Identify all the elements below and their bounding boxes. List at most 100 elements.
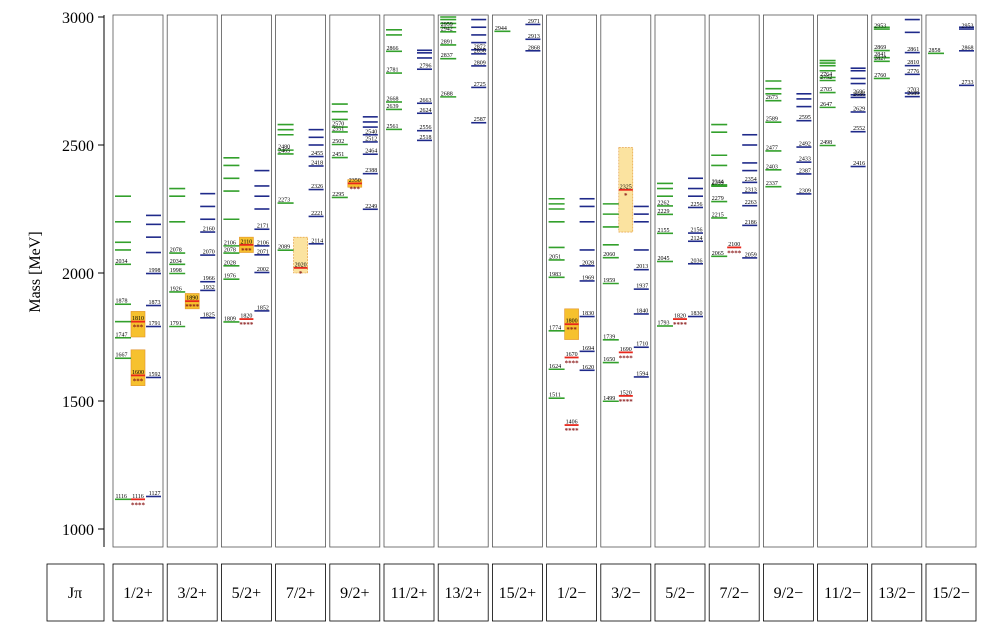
mass-label: 2891 (441, 39, 453, 45)
mass-label: 1592 (149, 372, 161, 378)
mass-label: 2418 (311, 160, 323, 166)
mass-label: 1800 (566, 319, 578, 325)
jpi-header-row: Jπ 1/2+ 3/2+ 5/2+ 7/2+ 9/2+ 11/2+ 13/2+ 15/2+ 1/2… (46, 563, 977, 622)
jpi-cell (220, 563, 272, 622)
jpi-cell (925, 563, 977, 622)
mass-label: 2668 (387, 96, 399, 102)
mass-label: 2002 (257, 267, 269, 273)
mass-label: 1499 (603, 396, 615, 402)
jpi-cell (546, 563, 597, 622)
exp-rating: **** (131, 501, 146, 509)
column-panel (654, 14, 706, 548)
mass-label: 2263 (745, 200, 757, 206)
exp-rating: **** (239, 321, 254, 329)
mass-label: 2309 (799, 188, 811, 194)
mass-label: 2686 (853, 92, 865, 98)
mass-label: 1820 (674, 314, 686, 320)
column-10: ****1793 2045 2155 2229 2262 1820 1830 2036 2124… (654, 14, 706, 548)
mass-label: 2034 (116, 259, 128, 265)
mass-label: 2078 (224, 248, 236, 254)
jpi-label: 9/2− (774, 585, 803, 602)
column-12: 2337 2403 2477 2589 2673 2309 2387 2433 2492 2595 (763, 14, 814, 548)
mass-label: 2810 (907, 60, 919, 66)
mass-label: 1830 (582, 311, 594, 317)
mass-label: 2295 (332, 192, 344, 198)
mass-label: 2858 (929, 48, 941, 54)
mass-label: 1937 (636, 284, 648, 290)
mass-label: 2760 (874, 73, 886, 79)
mass-label: 1890 (186, 296, 198, 302)
jpi-cell (112, 563, 164, 622)
mass-label: 1976 (224, 274, 236, 280)
mass-label: 2512 (365, 136, 377, 142)
jpi-label: 1/2+ (123, 585, 152, 602)
mass-label: 1810 (132, 316, 144, 322)
exp-rating: **** (619, 398, 634, 406)
mass-label: 2477 (766, 145, 778, 151)
jpi-cell (817, 563, 868, 622)
mass-label: 2464 (365, 149, 377, 155)
column-panel (220, 14, 272, 548)
mass-label: 1710 (636, 342, 648, 348)
mass-label: 2629 (853, 106, 865, 112)
column-8: ***********15111624177419832051140616701… (546, 14, 597, 548)
jpi-cell (708, 563, 760, 622)
mass-label: 2106 (224, 240, 236, 246)
jpi-cell (383, 563, 435, 622)
jpi-label: 13/2− (878, 585, 915, 602)
mass-label: 1690 (620, 347, 632, 353)
mass-label: 2416 (853, 161, 865, 167)
mass-label: 1127 (149, 491, 161, 497)
mass-label: 2498 (820, 140, 832, 146)
exp-rating: *** (133, 324, 144, 332)
mass-label: 2856 (474, 48, 486, 54)
mass-label: 1116 (132, 494, 144, 500)
jpi-cell (654, 563, 706, 622)
mass-label: 1650 (603, 357, 615, 363)
jpi-label: 13/2+ (444, 585, 481, 602)
mass-label: 2518 (420, 135, 432, 141)
mass-label: 1966 (203, 276, 215, 282)
mass-label: 2273 (278, 198, 290, 204)
mass-label: 2326 (311, 184, 323, 190)
jpi-label: 11/2+ (391, 585, 428, 602)
mass-label: 1932 (203, 285, 215, 291)
mass-label: 2837 (441, 53, 453, 59)
mass-label: 1830 (691, 311, 703, 317)
jpi-header-label: Jπ (68, 585, 82, 602)
column-panel (925, 14, 977, 548)
mass-label: 2387 (799, 168, 811, 174)
mass-label: 2114 (311, 238, 323, 244)
jpi-cell (871, 563, 923, 622)
mass-label: 1983 (549, 272, 561, 278)
column-panel (763, 14, 814, 548)
exp-range-box (130, 349, 146, 386)
mass-label: 2279 (712, 196, 724, 202)
mass-label: 2013 (636, 264, 648, 270)
mass-label: 2221 (311, 211, 323, 217)
mass-label: 2186 (745, 220, 757, 226)
y-tick-label-3000: 3000 (62, 10, 94, 27)
mass-label: 2696 (853, 89, 865, 95)
mass-label: 1809 (224, 316, 236, 322)
mass-label: 2868 (528, 45, 540, 51)
mass-label: 2913 (528, 34, 540, 40)
mass-label: 2872 (474, 44, 486, 50)
exp-rating: *** (133, 377, 144, 385)
exp-rating: **** (727, 249, 742, 257)
mass-label: 2540 (365, 129, 377, 135)
jpi-cell (329, 563, 381, 622)
column-15: 2858 2733 2868 2953 (925, 14, 977, 548)
mass-label: 2733 (962, 80, 974, 86)
y-tick-label-1000: 1000 (62, 522, 94, 539)
mass-label: 1520 (620, 390, 632, 396)
mass-label: 2036 (691, 258, 703, 264)
mass-label: 2028 (582, 260, 594, 266)
mass-label: 2551 (332, 126, 344, 132)
mass-label: 2861 (907, 47, 919, 53)
mass-label: 1739 (603, 334, 615, 340)
exp-rating: *** (566, 326, 577, 334)
mass-label: 2325 (620, 184, 632, 190)
